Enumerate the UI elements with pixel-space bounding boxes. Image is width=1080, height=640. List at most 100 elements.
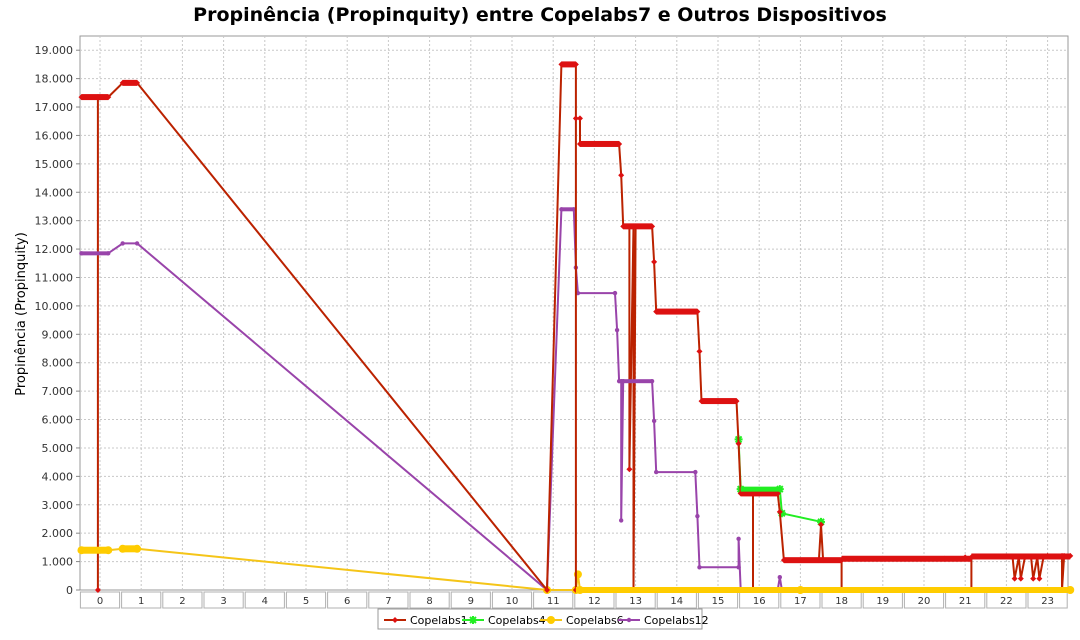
x-category-box <box>491 591 533 609</box>
legend-item-copelabs4: Copelabs4 <box>462 614 546 627</box>
plateau-band-copelabs12 <box>81 251 109 256</box>
x-tick-label: 13 <box>629 596 642 607</box>
x-category-box <box>368 591 409 609</box>
plateau-band-copelabs1 <box>579 140 620 147</box>
x-category-box <box>285 591 327 609</box>
y-tick-label: 12.000 <box>35 243 74 256</box>
x-tick-label: 18 <box>835 596 848 607</box>
x-category-box <box>162 591 203 609</box>
y-tick-label: 18.000 <box>35 73 74 86</box>
x-category-box <box>79 591 121 609</box>
plateau-band-copelabs12 <box>621 379 653 384</box>
y-tick-label: 15.000 <box>35 158 74 171</box>
x-category-box <box>533 591 574 609</box>
x-tick-label: 6 <box>344 596 350 607</box>
y-tick-label: 13.000 <box>35 215 74 228</box>
x-tick-label: 15 <box>712 596 725 607</box>
legend-item-copelabs6: Copelabs6 <box>540 614 624 627</box>
copelabs1-point <box>651 258 658 265</box>
x-category-box <box>409 591 450 609</box>
copelabs12-point <box>120 241 125 246</box>
copelabs12-point <box>693 469 698 475</box>
x-tick-label: 16 <box>753 596 766 607</box>
plateau-band-copelabs1 <box>81 94 109 101</box>
y-tick-label: 3.000 <box>42 499 74 512</box>
copelabs1-point <box>735 440 742 447</box>
x-tick-label: 1 <box>138 596 144 607</box>
x-tick-label: 3 <box>220 596 226 607</box>
y-tick-label: 14.000 <box>35 186 74 199</box>
copelabs1-point <box>572 115 579 122</box>
copelabs1-point <box>626 466 633 473</box>
copelabs12-point <box>695 513 700 519</box>
y-tick-label: 7.000 <box>42 385 74 398</box>
x-axis-ticks: 0 1 2 3 4 5 6 7 8 9 10 11 12 13 14 15 16 17 18 19 20 21 22 23 <box>79 591 1068 609</box>
series-line-copelabs1 <box>81 63 1071 593</box>
copelabs12-point <box>651 418 657 424</box>
plateau-band-copelabs6 <box>122 545 138 553</box>
y-tick-label: 5.000 <box>42 442 74 455</box>
copelabs1-point <box>1011 575 1018 582</box>
plateau-band-copelabs1 <box>561 61 576 68</box>
y-axis-label: Propinência (Propinquity) <box>14 232 29 396</box>
y-tick-label: 17.000 <box>35 101 74 114</box>
plateau-band-copelabs1 <box>701 398 737 405</box>
copelabs12-point <box>654 469 659 475</box>
copelabs1-point <box>618 172 625 179</box>
legend-item-copelabs12: Copelabs12 <box>618 614 709 627</box>
copelabs12-point <box>736 565 741 570</box>
copelabs12-point <box>612 290 618 296</box>
plateau-band-copelabs1 <box>971 553 1071 560</box>
x-category-box <box>203 591 244 609</box>
x-category-box <box>450 591 491 609</box>
grid-lines <box>80 36 1068 590</box>
copelabs1-point <box>576 115 583 122</box>
plateau-band-copelabs1 <box>122 79 138 86</box>
x-tick-label: 11 <box>547 596 560 607</box>
plateau-band-copelabs1 <box>841 555 972 562</box>
copelabs1-point <box>1017 575 1024 582</box>
y-tick-label: 6.000 <box>42 414 74 427</box>
copelabs12-point <box>134 241 140 246</box>
x-tick-label: 4 <box>262 596 268 607</box>
x-tick-label: 20 <box>918 596 931 607</box>
plateau-band-copelabs1 <box>623 223 653 230</box>
x-tick-label: 21 <box>959 596 972 607</box>
plateau-band-copelabs1 <box>740 490 778 497</box>
x-tick-label: 2 <box>179 596 185 607</box>
plateau-band-copelabs6 <box>575 587 1071 593</box>
copelabs4-point <box>469 616 477 624</box>
legend-label: Copelabs6 <box>566 614 624 627</box>
copelabs12-point <box>626 617 632 623</box>
x-tick-label: 10 <box>506 596 519 607</box>
copelabs1-point <box>544 587 551 593</box>
plateau-band-copelabs1 <box>783 557 842 564</box>
chart-title: Propinência (Propinquity) entre Copelabs… <box>193 4 887 26</box>
copelabs12-point <box>736 536 741 542</box>
copelabs12-point <box>614 327 620 333</box>
legend-label: Copelabs1 <box>410 614 468 627</box>
copelabs4-point <box>777 509 786 518</box>
y-tick-label: 1.000 <box>42 556 74 569</box>
y-tick-label: 0 <box>66 584 73 597</box>
y-tick-label: 2.000 <box>42 527 74 540</box>
plateau-band-copelabs12 <box>561 207 574 212</box>
x-tick-label: 5 <box>303 596 309 607</box>
copelabs1-point <box>94 587 101 593</box>
copelabs12-point <box>697 565 702 570</box>
y-tick-label: 4.000 <box>42 470 74 483</box>
plot-area <box>79 35 1069 591</box>
y-tick-label: 16.000 <box>35 129 74 142</box>
y-tick-label: 19.000 <box>35 44 74 57</box>
x-category-box <box>327 591 368 609</box>
x-tick-label: 14 <box>670 596 683 607</box>
x-category-box <box>244 591 285 609</box>
series-layer <box>77 61 1075 594</box>
copelabs1-point <box>1036 575 1043 582</box>
legend: Copelabs1 Copelabs4 Copelabs6 Copelabs12 <box>377 608 709 630</box>
x-tick-label: 19 <box>876 596 889 607</box>
legend-label: Copelabs12 <box>644 614 709 627</box>
copelabs1-point <box>696 348 703 355</box>
x-tick-label: 9 <box>468 596 474 607</box>
